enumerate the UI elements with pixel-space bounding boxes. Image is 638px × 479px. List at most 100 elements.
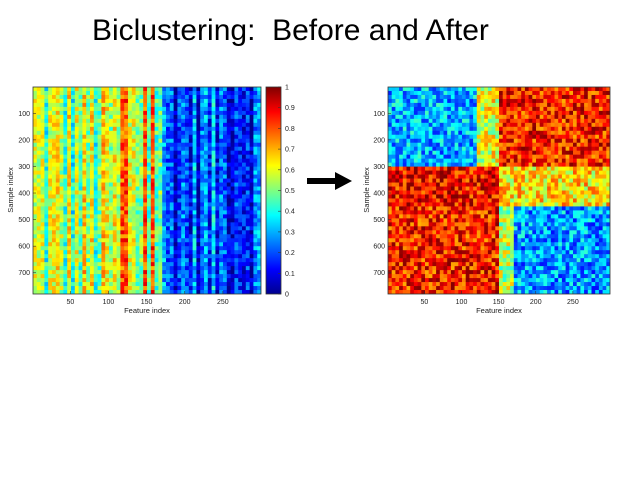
heatmap-after-cell (576, 106, 581, 112)
heatmap-after-cell (436, 166, 441, 171)
heatmap-after-cell (580, 190, 585, 195)
heatmap-before-cell (226, 222, 231, 227)
heatmap-after-cell (425, 138, 430, 144)
heatmap-before-cell (86, 138, 91, 144)
heatmap-after-cell (469, 134, 474, 140)
heatmap-after-cell (406, 194, 411, 199)
heatmap-after-cell (406, 182, 411, 187)
heatmap-after-cell (402, 186, 407, 191)
heatmap-before-cell (112, 150, 117, 156)
heatmap-before-cell (211, 234, 216, 239)
heatmap-after-cell (550, 190, 555, 195)
heatmap-before-cell (166, 178, 171, 183)
heatmap-before-cell (90, 218, 95, 223)
heatmap-after-cell (454, 106, 459, 112)
heatmap-before-cell (257, 202, 261, 207)
heatmap-before-cell (82, 194, 87, 199)
heatmap-after-cell (606, 182, 610, 187)
heatmap-before-cell (120, 230, 125, 235)
heatmap-before-cell (48, 146, 53, 152)
heatmap-before-cell (169, 134, 174, 140)
heatmap-after-cell (439, 190, 444, 195)
heatmap-before-cell (211, 138, 216, 144)
heatmap-after-cell (473, 190, 478, 195)
heatmap-before-cell (242, 94, 247, 100)
heatmap-after-cell (506, 87, 511, 92)
heatmap-after-cell (587, 158, 592, 164)
heatmap-before-cell (226, 146, 231, 152)
heatmap-after-cell (591, 166, 596, 171)
heatmap-before-cell (192, 134, 197, 140)
heatmap-before-cell (63, 122, 68, 128)
heatmap-after-cell (606, 166, 610, 171)
heatmap-before-cell (188, 126, 193, 132)
heatmap-before-cell (97, 218, 102, 223)
heatmap-before-cell (192, 114, 197, 120)
heatmap-after-cell (406, 154, 411, 160)
heatmap-before-cell (230, 190, 235, 195)
heatmap-before-cell (120, 206, 125, 211)
heatmap-after-cell (476, 110, 481, 116)
heatmap-before-cell (158, 222, 163, 227)
heatmap-before-cell (185, 114, 190, 120)
heatmap-before-cell (101, 174, 106, 179)
heatmap-before-cell (249, 110, 254, 116)
heatmap-after-cell (402, 114, 407, 120)
heatmap-before-cell (196, 170, 201, 175)
heatmap-before-cell (238, 106, 243, 112)
heatmap-before-cell (131, 102, 136, 108)
heatmap-before-cell (147, 94, 152, 100)
heatmap-after-cell (558, 134, 563, 140)
heatmap-after-cell (447, 98, 452, 104)
heatmap-before-cell (59, 234, 64, 239)
heatmap-before-cell (234, 114, 239, 120)
heatmap-after-cell (417, 87, 422, 92)
heatmap-before-cell (234, 198, 239, 203)
heatmap-before-cell (147, 134, 152, 140)
heatmap-before-cell (242, 258, 247, 263)
heatmap-after-cell (558, 90, 563, 96)
heatmap-before-cell (185, 222, 190, 227)
heatmap-before-cell (109, 246, 114, 251)
heatmap-after-cell (584, 170, 589, 175)
heatmap-before-cell (200, 122, 205, 128)
heatmap-before-cell (116, 198, 121, 203)
heatmap-after-cell (524, 162, 529, 168)
heatmap-after-cell (591, 186, 596, 191)
heatmap-before-cell (166, 154, 171, 160)
heatmap-after-cell (524, 122, 529, 128)
heatmap-after-cell (524, 102, 529, 108)
heatmap-before-cell (188, 222, 193, 227)
heatmap-before-cell (97, 282, 102, 287)
heatmap-after-cell (432, 186, 437, 191)
heatmap-after-cell (402, 106, 407, 112)
heatmap-before-cell (207, 138, 212, 144)
heatmap-before-cell (120, 250, 125, 255)
heatmap-before-cell (238, 266, 243, 271)
heatmap-before-cell (219, 126, 224, 132)
heatmap-after-cell (425, 206, 430, 211)
heatmap-after-cell (391, 87, 396, 92)
heatmap-before-cell (97, 162, 102, 168)
heatmap-before-cell (207, 198, 212, 203)
heatmap-before-cell (105, 166, 110, 171)
heatmap-after-cell (513, 182, 518, 187)
heatmap-after-cell (458, 182, 463, 187)
heatmap-after-cell (591, 94, 596, 100)
heatmap-before-cell (105, 246, 110, 251)
heatmap-after-cell (465, 194, 470, 199)
heatmap-before-cell (78, 270, 83, 275)
heatmap-after-cell (473, 170, 478, 175)
heatmap-before-cell (59, 158, 64, 164)
heatmap-before-cell (188, 174, 193, 179)
heatmap-after-cell (465, 102, 470, 108)
heatmap-before-cell (55, 258, 60, 263)
heatmap-after-cell (502, 87, 507, 92)
heatmap-after-cell (447, 106, 452, 112)
heatmap-before-cell (162, 282, 167, 287)
heatmap-after-cell (450, 174, 455, 179)
heatmap-before-cell (86, 286, 91, 291)
heatmap-before-cell (90, 174, 95, 179)
heatmap-before-cell (55, 246, 60, 251)
heatmap-after-cell (598, 102, 603, 108)
